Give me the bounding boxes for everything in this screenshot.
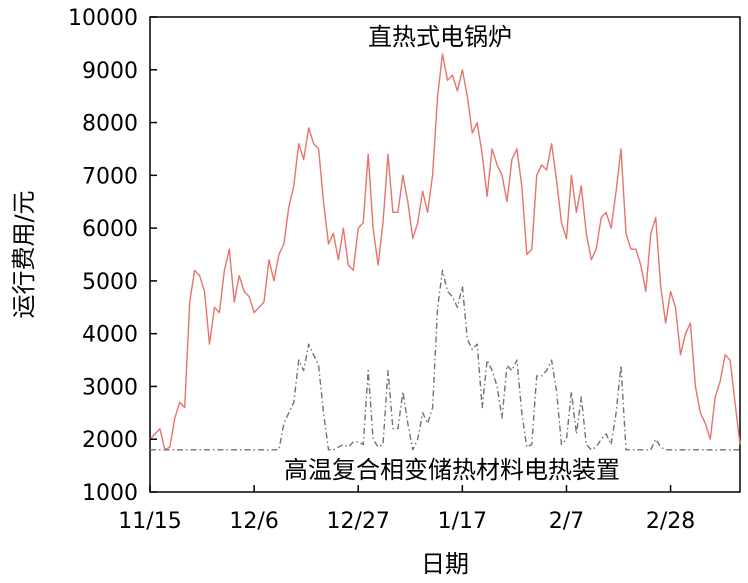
y-axis: 1000 2000 3000 4000 5000 6000 7000 8000 9000 1000… xyxy=(68,6,157,506)
x-tick-label: 2/28 xyxy=(646,509,695,534)
x-tick-label: 12/27 xyxy=(327,509,390,534)
y-tick-label: 5000 xyxy=(82,270,138,295)
y-tick-label: 2000 xyxy=(82,428,138,453)
y-tick-label: 8000 xyxy=(82,112,138,137)
x-tick-label: 11/15 xyxy=(118,509,181,534)
y-axis-title: 运行费用/元 xyxy=(10,190,38,318)
y-tick-label: 6000 xyxy=(82,217,138,242)
x-tick-label: 2/7 xyxy=(549,509,584,534)
series-line-boiler xyxy=(149,53,741,451)
y-tick-label: 7000 xyxy=(82,164,138,189)
y-tick-label: 3000 xyxy=(82,375,138,400)
series-layer xyxy=(149,53,741,451)
x-axis: 11/15 12/6 12/27 1/17 2/7 2/28 xyxy=(118,485,695,534)
y-tick-label: 4000 xyxy=(82,323,138,348)
plot-area-frame xyxy=(149,16,741,493)
series-line-phase-change xyxy=(150,269,740,451)
x-tick-label: 1/17 xyxy=(438,509,487,534)
series-label-boiler: 直热式电锅炉 xyxy=(368,23,512,51)
x-axis-title: 日期 xyxy=(421,550,469,578)
y-tick-label: 1000 xyxy=(82,481,138,506)
y-tick-label: 10000 xyxy=(68,6,138,31)
series-label-phase-change: 高温复合相变储热材料电热装置 xyxy=(284,456,620,484)
y-tick-label: 9000 xyxy=(82,59,138,84)
x-tick-label: 12/6 xyxy=(229,509,278,534)
